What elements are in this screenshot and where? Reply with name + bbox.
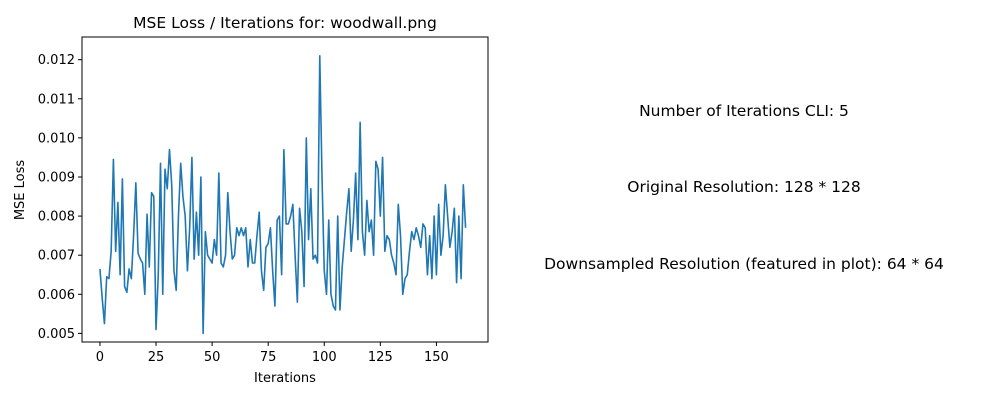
- y-tick-label: 0.010: [38, 131, 75, 146]
- y-axis: 0.005 0.006 0.007 0.008 0.009 0.010 0.011 0.012: [38, 53, 82, 342]
- loss-chart: MSE Loss / Iterations for: woodwall.png …: [13, 14, 489, 386]
- y-tick-label: 0.009: [38, 170, 75, 185]
- x-tick-label: 50: [204, 350, 221, 365]
- y-tick-label: 0.008: [38, 210, 75, 225]
- x-tick-label: 25: [148, 350, 165, 365]
- x-tick-label: 75: [260, 350, 277, 365]
- y-tick-label: 0.005: [38, 327, 75, 342]
- original-resolution-info: Original Resolution: 128 * 128: [627, 178, 861, 196]
- x-tick-label: 0: [96, 350, 104, 365]
- x-axis: 0 25 50 75 100 125 150: [96, 342, 449, 365]
- loss-series-line: [99, 54, 467, 335]
- chart-title: MSE Loss / Iterations for: woodwall.png: [133, 14, 437, 32]
- y-tick-label: 0.011: [38, 92, 75, 107]
- y-tick-label: 0.006: [38, 288, 75, 303]
- y-axis-label: MSE Loss: [13, 160, 28, 221]
- x-axis-label: Iterations: [254, 371, 316, 386]
- downsampled-resolution-info: Downsampled Resolution (featured in plot…: [544, 255, 944, 273]
- plot-frame: [81, 36, 489, 343]
- iterations-info: Number of Iterations CLI: 5: [639, 102, 849, 120]
- y-tick-label: 0.007: [38, 249, 75, 264]
- x-tick-label: 125: [368, 350, 393, 365]
- y-tick-label: 0.012: [38, 53, 75, 68]
- x-tick-label: 100: [312, 350, 337, 365]
- x-tick-label: 150: [424, 350, 449, 365]
